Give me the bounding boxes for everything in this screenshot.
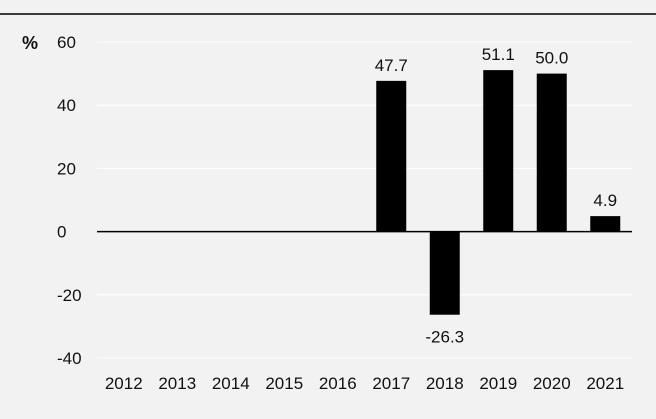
y-tick-label: 0 <box>57 223 66 242</box>
x-tick-label: 2016 <box>319 374 357 393</box>
x-tick-label: 2013 <box>158 374 196 393</box>
x-tick-label: 2021 <box>586 374 624 393</box>
y-tick-label: 20 <box>57 159 76 178</box>
y-axis-unit-label: % <box>22 33 38 53</box>
y-tick-label: -20 <box>57 286 82 305</box>
bar-2019 <box>483 70 514 232</box>
y-tick-labels: 60 40 20 0 -20 -40 <box>57 33 82 368</box>
data-label-2017: 47.7 <box>375 56 408 75</box>
data-label-2019: 51.1 <box>482 45 515 64</box>
x-tick-label: 2020 <box>533 374 571 393</box>
bar-2020 <box>536 73 567 232</box>
data-labels: 47.7 -26.3 51.1 50.0 4.9 <box>375 45 617 347</box>
y-tick-label: -40 <box>57 349 82 368</box>
x-tick-label: 2015 <box>265 374 303 393</box>
x-tick-label: 2014 <box>212 374 250 393</box>
y-tick-label: 40 <box>57 96 76 115</box>
data-label-2021: 4.9 <box>593 191 617 210</box>
bar-2018 <box>429 231 460 315</box>
x-tick-label: 2012 <box>105 374 143 393</box>
data-label-2018: -26.3 <box>425 328 464 347</box>
bars <box>376 70 621 315</box>
x-tick-label: 2018 <box>426 374 464 393</box>
y-tick-label: 60 <box>57 33 76 52</box>
bar-2021 <box>590 216 621 232</box>
data-label-2020: 50.0 <box>535 49 568 68</box>
x-tick-label: 2019 <box>479 374 517 393</box>
x-tick-label: 2017 <box>372 374 410 393</box>
bar-2017 <box>376 80 407 232</box>
x-tick-labels: 2012 2013 2014 2015 2016 2017 2018 2019 2020 2021 <box>105 374 624 393</box>
